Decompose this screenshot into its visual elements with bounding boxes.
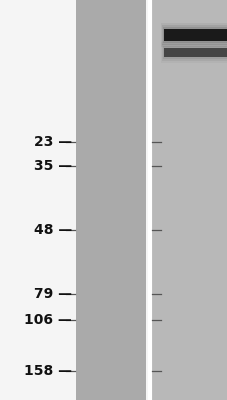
Text: 106 —: 106 — [24,313,72,327]
Bar [163,48,226,57]
Bar [160,42,227,63]
Bar [163,48,226,57]
Bar [162,27,227,43]
Text: 35 —: 35 — [34,159,72,173]
Bar [151,0,227,400]
Text: 79 —: 79 — [34,287,72,301]
Bar [161,25,227,45]
Bar [163,29,226,41]
Bar [162,46,227,59]
Bar [76,0,145,400]
Bar [163,29,226,41]
Bar [161,44,227,61]
Text: 158 —: 158 — [24,364,72,378]
Text: 23 —: 23 — [34,135,72,149]
Text: 48 —: 48 — [33,223,72,237]
Bar [160,23,227,47]
